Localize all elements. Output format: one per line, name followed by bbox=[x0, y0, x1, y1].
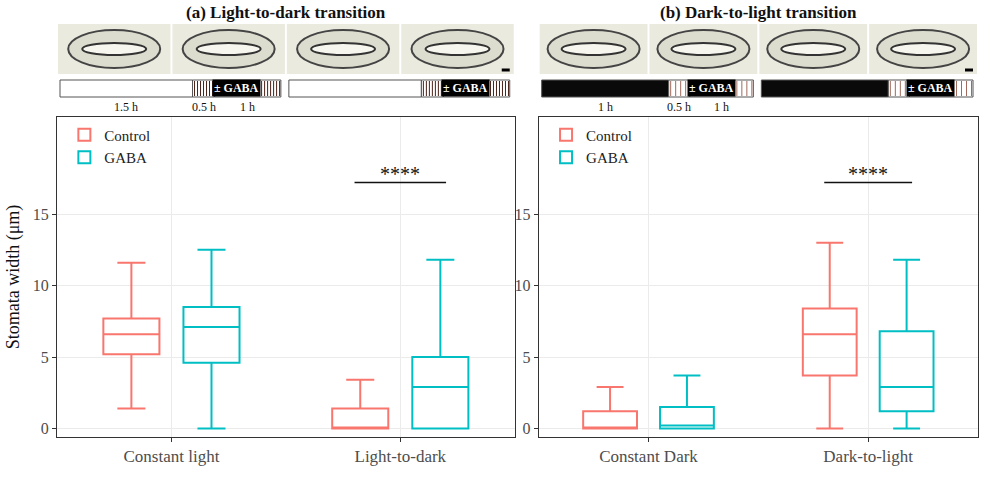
svg-text:± GABA: ± GABA bbox=[689, 81, 734, 95]
svg-text:Control: Control bbox=[586, 128, 632, 144]
svg-text:GABA: GABA bbox=[586, 150, 629, 166]
svg-text:0.5 h: 0.5 h bbox=[667, 100, 691, 114]
svg-text:0: 0 bbox=[522, 420, 530, 437]
svg-text:Control: Control bbox=[104, 128, 150, 144]
svg-text:± GABA: ± GABA bbox=[908, 81, 953, 95]
svg-text:1.5 h: 1.5 h bbox=[114, 100, 138, 114]
svg-text:0.5 h: 0.5 h bbox=[192, 100, 216, 114]
svg-text:5: 5 bbox=[522, 349, 530, 366]
svg-text:± GABA: ± GABA bbox=[214, 81, 259, 95]
svg-text:(a) Light-to-dark transition: (a) Light-to-dark transition bbox=[186, 3, 386, 22]
svg-text:5: 5 bbox=[41, 349, 49, 366]
svg-text:Stomata width (μm): Stomata width (μm) bbox=[3, 205, 24, 350]
svg-text:GABA: GABA bbox=[104, 150, 147, 166]
svg-text:15: 15 bbox=[514, 206, 530, 223]
svg-text:1 h: 1 h bbox=[598, 100, 613, 114]
svg-text:10: 10 bbox=[514, 277, 530, 294]
svg-text:****: **** bbox=[848, 163, 888, 185]
svg-text:± GABA: ± GABA bbox=[443, 81, 488, 95]
svg-text:10: 10 bbox=[33, 277, 49, 294]
svg-text:Dark-to-light: Dark-to-light bbox=[823, 447, 913, 466]
svg-text:Constant Dark: Constant Dark bbox=[599, 447, 698, 466]
svg-text:1 h: 1 h bbox=[714, 100, 729, 114]
svg-text:1 h: 1 h bbox=[240, 100, 255, 114]
svg-text:****: **** bbox=[380, 163, 420, 185]
svg-text:Light-to-dark: Light-to-dark bbox=[355, 447, 447, 466]
svg-text:15: 15 bbox=[33, 206, 49, 223]
svg-text:0: 0 bbox=[41, 420, 49, 437]
svg-text:Constant light: Constant light bbox=[123, 447, 219, 466]
svg-text:(b) Dark-to-light transition: (b) Dark-to-light transition bbox=[660, 3, 857, 22]
